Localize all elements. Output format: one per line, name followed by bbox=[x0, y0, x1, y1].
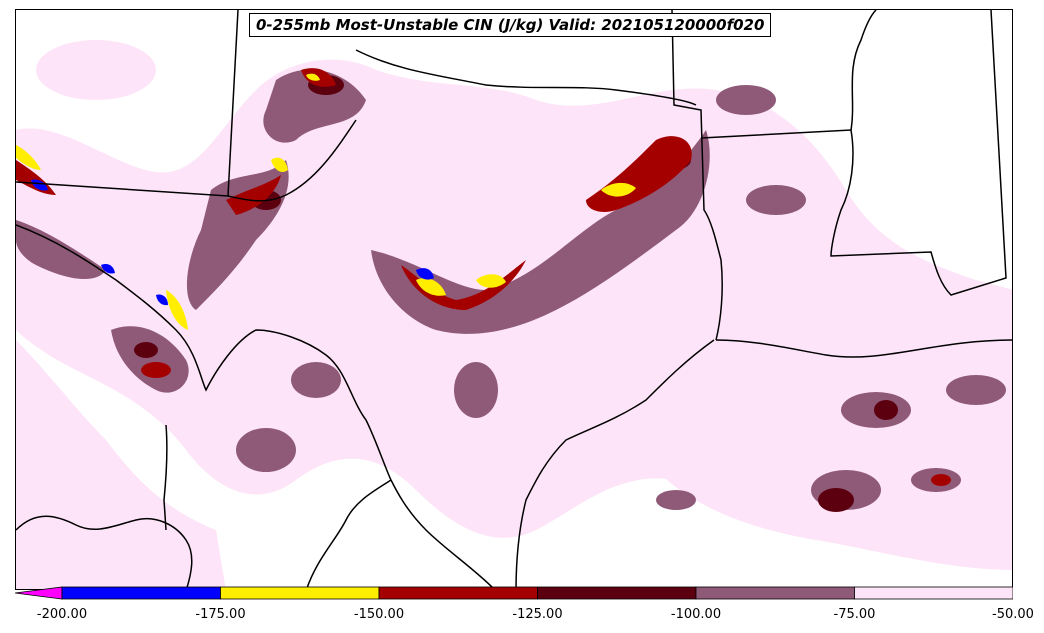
colorbar-segment bbox=[378, 586, 538, 600]
colorbar bbox=[15, 586, 1013, 600]
state-boundaries bbox=[16, 10, 1012, 589]
colorbar-segment bbox=[220, 586, 380, 600]
cin-yellow-regions bbox=[16, 73, 636, 330]
colorbar-tick-label: -75.00 bbox=[833, 607, 876, 622]
cin-field-map bbox=[16, 10, 1012, 589]
colorbar-tick-label: -175.00 bbox=[195, 607, 246, 622]
cin-blue-regions bbox=[31, 179, 434, 306]
colorbar-segment bbox=[61, 586, 221, 600]
colorbar-extend-arrow bbox=[15, 586, 63, 600]
colorbar-tick-label: -125.00 bbox=[512, 607, 563, 622]
chart-title: 0-255mb Most-Unstable CIN (J/kg) Valid: … bbox=[249, 13, 772, 37]
colorbar-tick-label: -200.00 bbox=[36, 607, 88, 622]
colorbar-segment bbox=[854, 586, 1013, 600]
colorbar-tick-label: -150.00 bbox=[353, 607, 405, 622]
colorbar-segment bbox=[695, 586, 855, 600]
colorbar-segment bbox=[537, 586, 697, 600]
colorbar-tick-label: -100.00 bbox=[670, 607, 722, 622]
map-panel bbox=[15, 9, 1013, 590]
colorbar-tick-label: -50.00 bbox=[992, 607, 1034, 622]
